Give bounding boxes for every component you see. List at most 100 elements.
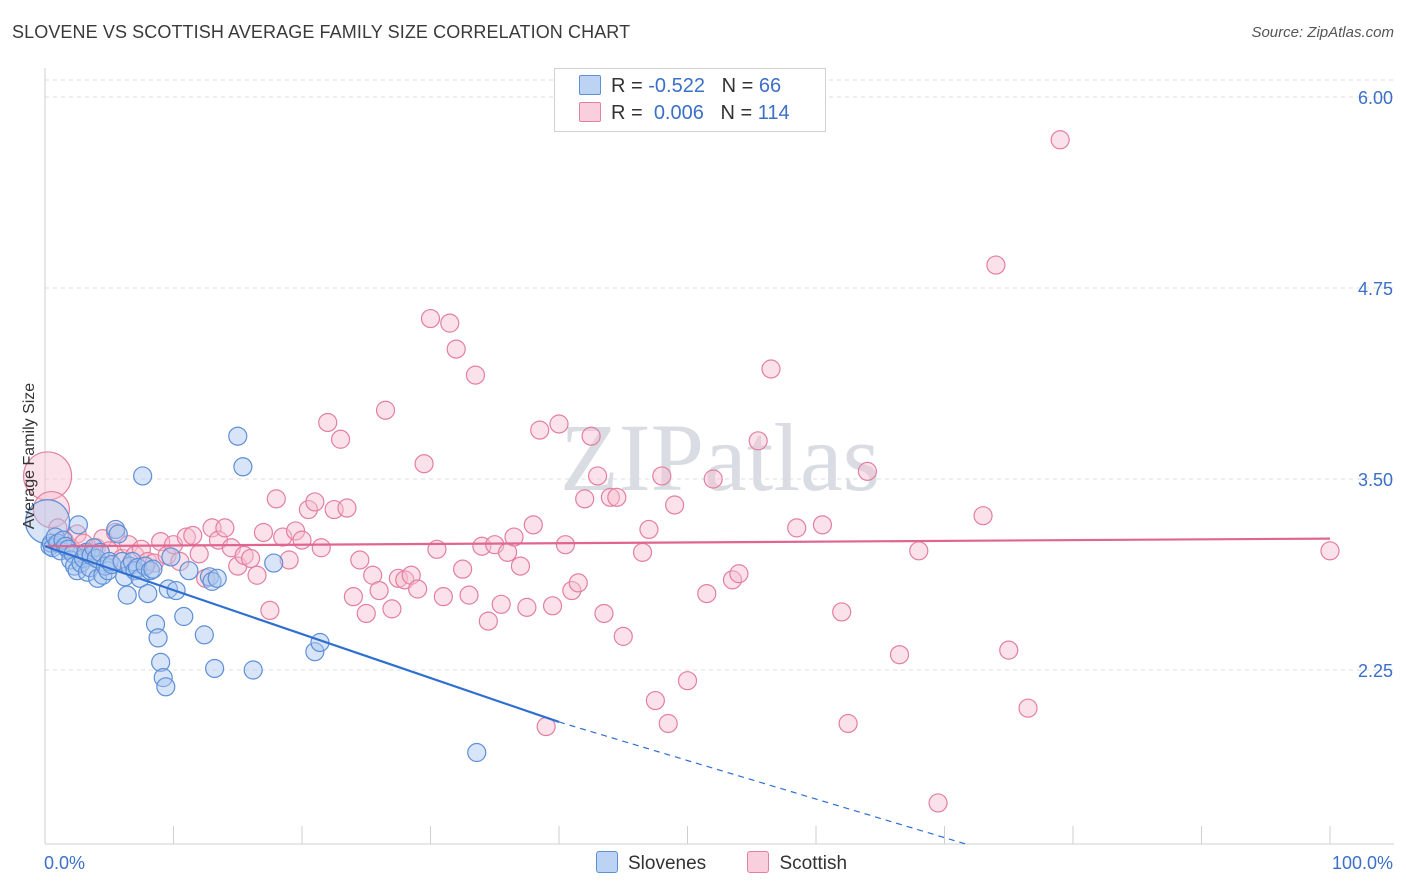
- scottish-point: [812, 515, 833, 535]
- scottish-point: [247, 565, 267, 585]
- scottish-point: [298, 499, 319, 520]
- scottish-point: [575, 489, 595, 509]
- scottish-point: [568, 573, 588, 593]
- scottish-point: [607, 487, 627, 507]
- scottish-point: [369, 580, 389, 601]
- slovenes-point: [88, 568, 108, 588]
- slovenes-point: [264, 553, 284, 573]
- scottish-point: [677, 671, 698, 691]
- scottish-point: [343, 587, 363, 607]
- trend-lines: [44, 537, 1331, 845]
- scottish-point: [787, 518, 807, 538]
- scottish-point: [504, 527, 524, 547]
- legend-n-value: 66: [758, 75, 782, 97]
- grid-lines: [45, 79, 1394, 671]
- slovenes-point: [48, 533, 68, 553]
- y-tick-label: 4.75: [1358, 279, 1393, 299]
- slovenes-point: [68, 515, 89, 535]
- slovenes-point: [117, 585, 137, 605]
- legend-r-label: R =: [611, 102, 643, 124]
- scottish-point: [594, 603, 614, 624]
- slovenes-point: [138, 583, 158, 604]
- series-legend: Slovenes Scottish: [596, 851, 883, 875]
- legend-item-scottish[interactable]: Scottish: [747, 851, 847, 875]
- scottish-point: [375, 400, 396, 420]
- scottish-point: [311, 538, 331, 558]
- legend-item-slovenes[interactable]: Slovenes: [596, 851, 706, 875]
- legend-r-label: R =: [611, 75, 643, 97]
- source-label: Source: ZipAtlas.com: [1251, 24, 1394, 41]
- scottish-point: [832, 602, 852, 622]
- scottish-point: [581, 426, 601, 446]
- scottish-point: [549, 414, 569, 434]
- scottish-point: [266, 489, 286, 509]
- axes: 2.25 3.50 4.75 6.00: [44, 68, 1394, 845]
- x-tick-label-end: 100.0%: [1332, 853, 1393, 873]
- y-axis-label: Average Family Size: [21, 383, 38, 530]
- slovenes-swatch: [579, 75, 601, 95]
- slovenes-point: [228, 426, 248, 446]
- scottish-point: [697, 583, 717, 604]
- scottish-point: [446, 339, 466, 359]
- slovenes-point: [194, 625, 214, 645]
- slovenes-point: [148, 628, 168, 648]
- legend-row-slovenes: R = -0.522 N = 66: [579, 75, 781, 101]
- scottish-point: [183, 525, 203, 546]
- slovenes-point: [233, 457, 253, 477]
- slovenes-point: [143, 559, 163, 579]
- scottish-point: [356, 603, 376, 624]
- scottish-point: [517, 597, 537, 617]
- scottish-swatch: [747, 851, 770, 873]
- scottish-point: [928, 793, 948, 813]
- scottish-point: [748, 431, 768, 451]
- slovenes-point: [207, 568, 227, 588]
- scottish-point: [279, 550, 299, 570]
- scottish-point: [350, 550, 370, 570]
- scottish-point: [478, 611, 498, 631]
- watermark: ZIPatlas: [560, 404, 880, 511]
- scottish-point: [658, 713, 678, 734]
- slovenes-point: [179, 561, 199, 581]
- slovenes-trend-line: [44, 545, 560, 723]
- scottish-trend-line: [44, 537, 1331, 548]
- scottish-point: [292, 530, 312, 550]
- scottish-point: [440, 313, 460, 333]
- slovenes-point: [202, 571, 222, 591]
- scottish-point: [652, 466, 672, 486]
- scottish-point: [459, 585, 479, 605]
- legend-r-value: 0.006: [653, 102, 704, 124]
- slovenes-point: [305, 642, 325, 662]
- scottish-swatch: [579, 102, 601, 122]
- scottish-point: [587, 466, 608, 486]
- scottish-point: [215, 518, 235, 538]
- scottish-point: [382, 599, 402, 619]
- slovenes-point: [156, 677, 176, 697]
- y-tick-label: 6.00: [1358, 88, 1393, 108]
- slovenes-swatch: [596, 851, 618, 873]
- scottish-point: [703, 469, 723, 489]
- scottish-point: [1320, 541, 1340, 561]
- scottish-point: [330, 429, 351, 449]
- scottish-point: [1018, 698, 1038, 718]
- scottish-point: [318, 412, 338, 433]
- slovenes-trend-extension: [558, 721, 966, 845]
- scottish-point: [613, 626, 633, 646]
- scottish-point: [542, 596, 563, 616]
- scottish-point: [645, 690, 665, 711]
- x-tick-label-start: 0.0%: [44, 853, 85, 873]
- scottish-point: [973, 506, 993, 526]
- legend-item-label: Scottish: [779, 853, 848, 874]
- scottish-point: [241, 548, 261, 569]
- legend-n-value: 114: [757, 102, 790, 124]
- scottish-point: [420, 308, 441, 329]
- slovenes-point: [161, 547, 181, 567]
- scottish-point: [632, 542, 653, 562]
- scottish-point: [555, 535, 576, 555]
- slovenes-point: [133, 466, 153, 486]
- scottish-point: [433, 587, 453, 607]
- slovenes-point: [108, 524, 128, 544]
- scottish-point: [729, 564, 749, 584]
- scottish-point: [600, 487, 621, 507]
- slovenes-point: [243, 660, 263, 680]
